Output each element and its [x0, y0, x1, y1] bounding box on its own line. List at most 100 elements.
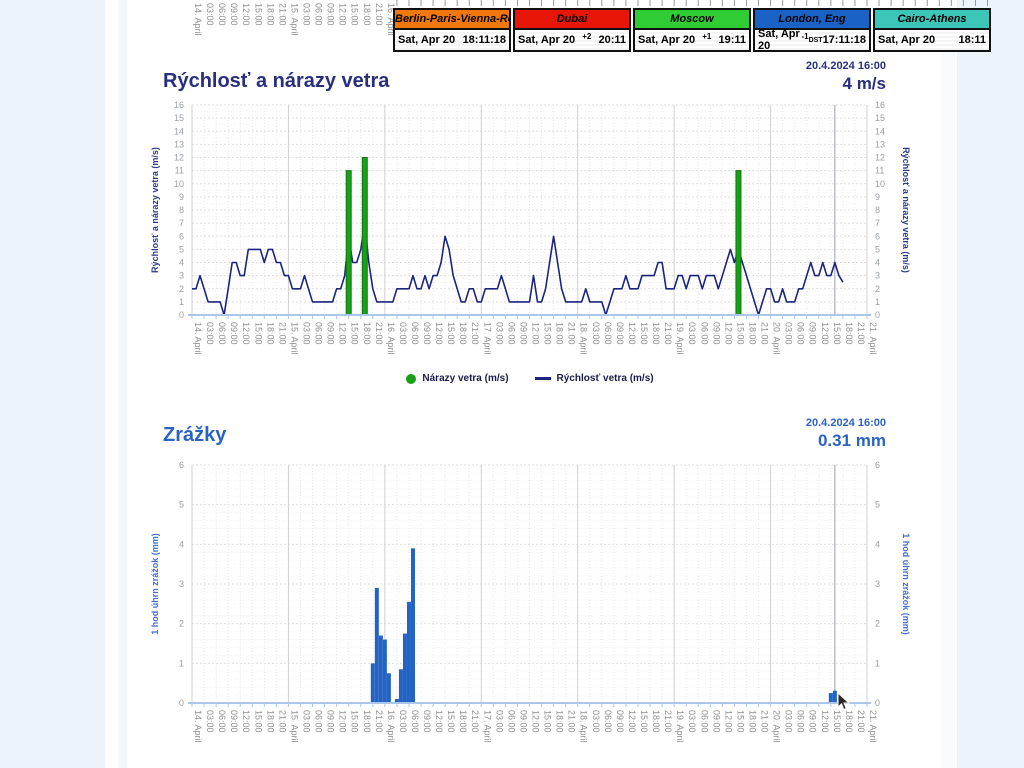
svg-text:06:00: 06:00: [217, 710, 227, 733]
top-axis-remnant: 14. April 03:00 06:00 09:00 12:00 15:00 18:00 2…: [193, 0, 989, 36]
svg-text:15:00: 15:00: [543, 710, 553, 733]
svg-text:12:00: 12:00: [338, 322, 348, 345]
svg-text:4: 4: [179, 258, 184, 268]
rain-bars: [370, 548, 837, 703]
y-axis-label-right: Rýchlosť a nárazy vetra (m/s): [901, 147, 911, 273]
wind-chart-plot-area[interactable]: [192, 105, 868, 315]
svg-text:7: 7: [875, 218, 880, 228]
svg-text:03:00: 03:00: [591, 322, 601, 345]
svg-text:09:00: 09:00: [615, 710, 625, 733]
svg-text:09:00: 09:00: [615, 322, 625, 345]
svg-text:06:00: 06:00: [699, 322, 709, 345]
svg-text:21:00: 21:00: [374, 710, 384, 733]
svg-text:16. April: 16. April: [386, 322, 396, 355]
svg-text:15:00: 15:00: [832, 710, 842, 733]
svg-text:09:00: 09:00: [422, 710, 432, 733]
svg-text:18:00: 18:00: [555, 710, 565, 733]
svg-text:3: 3: [179, 579, 184, 589]
svg-text:21:00: 21:00: [567, 710, 577, 733]
svg-text:21:00: 21:00: [277, 3, 287, 26]
clock-moscow: Moscow Sat, Apr 20 +1 19:11: [633, 8, 751, 52]
wind-chart-current-value: 4 m/s: [842, 74, 886, 93]
svg-text:15:00: 15:00: [350, 710, 360, 733]
svg-text:3: 3: [875, 271, 880, 281]
clock-date: Sat, Apr 20: [638, 34, 696, 46]
svg-text:21:00: 21:00: [856, 710, 866, 733]
svg-text:09:00: 09:00: [229, 322, 239, 345]
clock-dubai: Dubai Sat, Apr 20 +2 20:11: [513, 8, 631, 52]
clock-utc-offset: +1: [702, 31, 712, 41]
svg-text:3: 3: [875, 579, 880, 589]
svg-text:03:00: 03:00: [205, 710, 215, 733]
svg-text:15:00: 15:00: [832, 322, 842, 345]
svg-text:09:00: 09:00: [808, 710, 818, 733]
svg-text:21:00: 21:00: [856, 322, 866, 345]
svg-text:03:00: 03:00: [784, 322, 794, 345]
svg-text:06:00: 06:00: [410, 710, 420, 733]
svg-text:12:00: 12:00: [723, 322, 733, 345]
svg-text:06:00: 06:00: [410, 322, 420, 345]
svg-text:12:00: 12:00: [820, 322, 830, 345]
svg-text:15:00: 15:00: [735, 322, 745, 345]
svg-text:09:00: 09:00: [229, 3, 239, 26]
svg-text:1: 1: [179, 658, 184, 668]
svg-text:21. April: 21. April: [868, 322, 878, 355]
svg-text:0: 0: [179, 310, 184, 320]
clock-utc-offset: -1DST: [801, 31, 823, 44]
svg-text:12:00: 12:00: [241, 322, 251, 345]
svg-text:8: 8: [179, 205, 184, 215]
svg-text:21:00: 21:00: [470, 322, 480, 345]
svg-text:2: 2: [875, 284, 880, 294]
svg-text:03:00: 03:00: [205, 322, 215, 345]
svg-text:03:00: 03:00: [301, 322, 311, 345]
svg-text:14: 14: [875, 126, 885, 136]
svg-text:12:00: 12:00: [241, 710, 251, 733]
clock-utc-offset: +2: [582, 31, 592, 41]
svg-text:18:00: 18:00: [555, 322, 565, 345]
svg-text:16. April: 16. April: [386, 3, 396, 36]
svg-text:06:00: 06:00: [314, 3, 324, 26]
svg-text:06:00: 06:00: [796, 322, 806, 345]
clock-time: 19:11: [718, 34, 746, 46]
clock-time-row: Sat, Apr 20 -1DST 17:11:18: [755, 28, 869, 52]
svg-text:16. April: 16. April: [386, 710, 396, 743]
svg-text:4: 4: [875, 258, 880, 268]
svg-text:09:00: 09:00: [518, 710, 528, 733]
clock-time: 20:11: [598, 34, 626, 46]
svg-text:15:00: 15:00: [446, 710, 456, 733]
svg-text:4: 4: [875, 539, 880, 549]
svg-text:0: 0: [875, 698, 880, 708]
svg-text:15:00: 15:00: [253, 3, 263, 26]
clock-dst-label: DST: [808, 36, 823, 44]
svg-text:21:00: 21:00: [374, 322, 384, 345]
svg-text:14: 14: [174, 126, 184, 136]
clock-time-row: Sat, Apr 20 18:11: [875, 30, 989, 50]
svg-text:06:00: 06:00: [603, 710, 613, 733]
svg-text:18:00: 18:00: [362, 710, 372, 733]
svg-text:18:00: 18:00: [265, 3, 275, 26]
svg-text:11: 11: [875, 166, 884, 176]
svg-text:14. April: 14. April: [193, 3, 203, 36]
svg-text:7: 7: [179, 218, 184, 228]
svg-text:21:00: 21:00: [277, 710, 287, 733]
svg-text:15. April: 15. April: [289, 710, 299, 743]
svg-text:6: 6: [875, 231, 880, 241]
svg-text:5: 5: [179, 244, 184, 254]
svg-text:15:00: 15:00: [639, 710, 649, 733]
svg-text:12:00: 12:00: [338, 3, 348, 26]
svg-text:17. April: 17. April: [482, 710, 492, 743]
svg-text:13: 13: [174, 139, 184, 149]
svg-text:09:00: 09:00: [518, 322, 528, 345]
svg-text:09:00: 09:00: [229, 710, 239, 733]
svg-text:06:00: 06:00: [796, 710, 806, 733]
clock-date: Sat, Apr 20: [518, 34, 576, 46]
svg-text:15:00: 15:00: [253, 710, 263, 733]
svg-text:9: 9: [179, 192, 184, 202]
svg-text:03:00: 03:00: [494, 710, 504, 733]
svg-text:06:00: 06:00: [217, 322, 227, 345]
svg-text:15:00: 15:00: [350, 322, 360, 345]
rain-chart-plot-area[interactable]: [192, 465, 868, 703]
